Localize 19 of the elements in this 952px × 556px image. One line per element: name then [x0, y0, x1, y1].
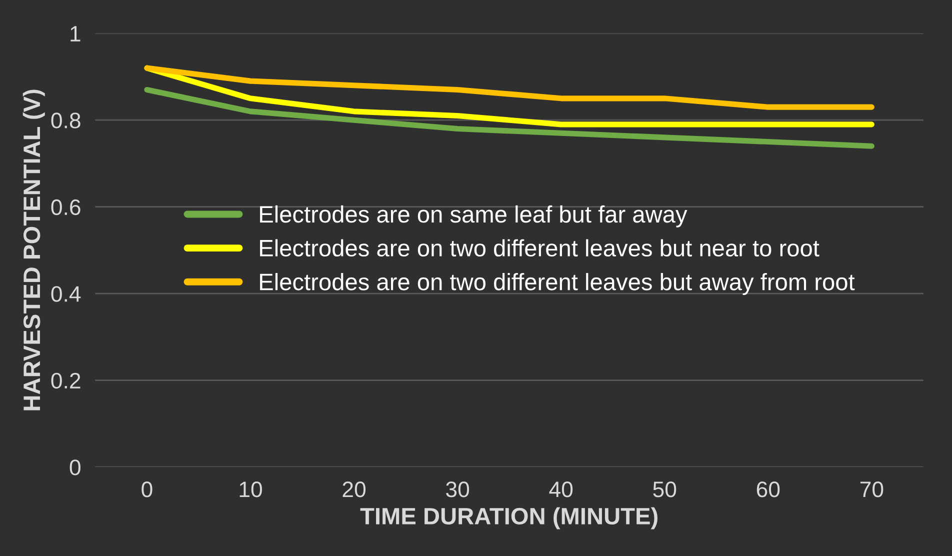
x-tick-label: 40 [549, 482, 573, 498]
y-tick-label: 1 [70, 26, 80, 42]
y-tick-label: 0.2 [51, 372, 80, 389]
x-tick-label: 50 [653, 482, 676, 498]
legend-label: Electrodes are on same leaf but far away [260, 205, 688, 228]
y-tick-label: 0.6 [51, 199, 80, 216]
x-tick-label: 0 [142, 482, 152, 498]
legend-label: Electrodes are on two different leaves but away from root [260, 273, 855, 296]
x-tick-label: 30 [446, 482, 470, 498]
x-tick-label: 10 [240, 482, 262, 498]
x-tick-label: 70 [860, 482, 884, 498]
legend-label: Electrodes are on two different leaves but near to root [260, 239, 820, 257]
y-tick-label: 0.4 [51, 286, 81, 302]
x-tick-label: 20 [342, 482, 366, 498]
x-axis-title: TIME DURATION (MINUTE) [360, 507, 658, 530]
x-tick-label: 60 [756, 482, 780, 498]
y-tick-label: 0 [70, 460, 80, 476]
y-tick-label: 0.8 [51, 112, 80, 128]
y-axis-title: HARVESTED POTENTIAL (V) [22, 90, 45, 410]
